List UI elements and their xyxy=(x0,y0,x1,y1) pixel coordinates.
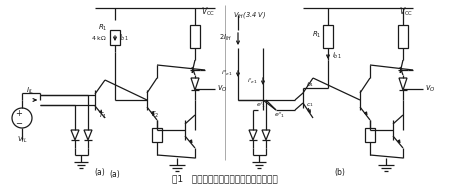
Text: $V_{IL}$: $V_{IL}$ xyxy=(17,135,28,145)
Text: 图1   与非门输入端并联时输入电流的计算: 图1 与非门输入端并联时输入电流的计算 xyxy=(172,174,278,183)
Text: $i_{b1}$: $i_{b1}$ xyxy=(119,33,129,43)
Bar xyxy=(190,25,200,48)
Text: $T_2$: $T_2$ xyxy=(150,110,159,120)
Text: $-$: $-$ xyxy=(15,118,23,127)
Text: $e'_1$: $e'_1$ xyxy=(256,100,266,110)
Bar xyxy=(365,128,375,142)
Text: $R_1$: $R_1$ xyxy=(312,30,321,40)
Text: $I_{IL}$: $I_{IL}$ xyxy=(26,86,34,96)
Bar xyxy=(398,25,408,48)
Text: 4 k$\Omega$: 4 k$\Omega$ xyxy=(91,34,107,42)
Text: +: + xyxy=(16,109,23,118)
Text: $i_{b1}$: $i_{b1}$ xyxy=(332,51,342,61)
Text: $V_{\rm CC}$: $V_{\rm CC}$ xyxy=(399,5,413,17)
Bar xyxy=(152,128,162,142)
Text: $V_{\rm CC}$: $V_{\rm CC}$ xyxy=(201,5,215,17)
Text: $e''_1$: $e''_1$ xyxy=(275,110,285,120)
Text: $v_O$: $v_O$ xyxy=(217,84,227,94)
Text: $T_1$: $T_1$ xyxy=(98,111,107,121)
Bar xyxy=(323,25,333,48)
Text: $i'_{e1}$: $i'_{e1}$ xyxy=(248,76,258,86)
Text: $V_{IH}$(3.4 V): $V_{IH}$(3.4 V) xyxy=(233,10,266,20)
Text: (a): (a) xyxy=(110,171,120,180)
Text: (b): (b) xyxy=(335,168,345,177)
Text: $b_1$: $b_1$ xyxy=(306,80,314,89)
Text: $v_O$: $v_O$ xyxy=(425,84,436,94)
Text: (a): (a) xyxy=(95,168,106,177)
Bar xyxy=(110,30,120,45)
Text: $2I_{IH}$: $2I_{IH}$ xyxy=(219,33,232,43)
Text: $R_1$: $R_1$ xyxy=(97,23,107,33)
Text: $c_1$: $c_1$ xyxy=(306,101,314,109)
Text: $i''_{e1}$: $i''_{e1}$ xyxy=(221,68,233,78)
